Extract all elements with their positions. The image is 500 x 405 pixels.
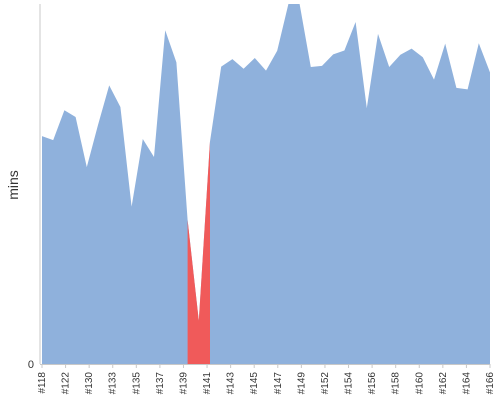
area-highlight xyxy=(188,142,210,364)
x-tick-label: #147 xyxy=(273,372,284,395)
x-tick-label: #158 xyxy=(391,372,402,395)
x-tick-label: #166 xyxy=(485,372,496,395)
x-tick-label: #122 xyxy=(61,372,72,395)
area-series xyxy=(42,4,490,364)
x-tick-label: #133 xyxy=(108,372,119,395)
y-tick-label: 0 xyxy=(28,359,34,371)
x-tick-label: #130 xyxy=(84,372,95,395)
x-tick-label: #143 xyxy=(226,372,237,395)
x-tick-label: #139 xyxy=(178,372,189,395)
x-tick-label: #164 xyxy=(461,372,472,395)
x-tick-label: #135 xyxy=(131,372,142,395)
x-tick-label: #118 xyxy=(37,372,48,394)
x-tick-label: #160 xyxy=(414,372,425,395)
x-tick-label: #156 xyxy=(367,372,378,395)
x-tick-label: #137 xyxy=(155,372,166,395)
x-tick-label: #145 xyxy=(249,372,260,395)
x-tick-label: #162 xyxy=(438,372,449,395)
x-tick-label: #152 xyxy=(320,372,331,395)
x-tick-label: #141 xyxy=(202,372,213,395)
x-tick-label: #154 xyxy=(344,372,355,395)
x-tick-label: #149 xyxy=(296,372,307,395)
y-axis-label: mins xyxy=(5,170,21,200)
plot-area xyxy=(42,4,490,364)
